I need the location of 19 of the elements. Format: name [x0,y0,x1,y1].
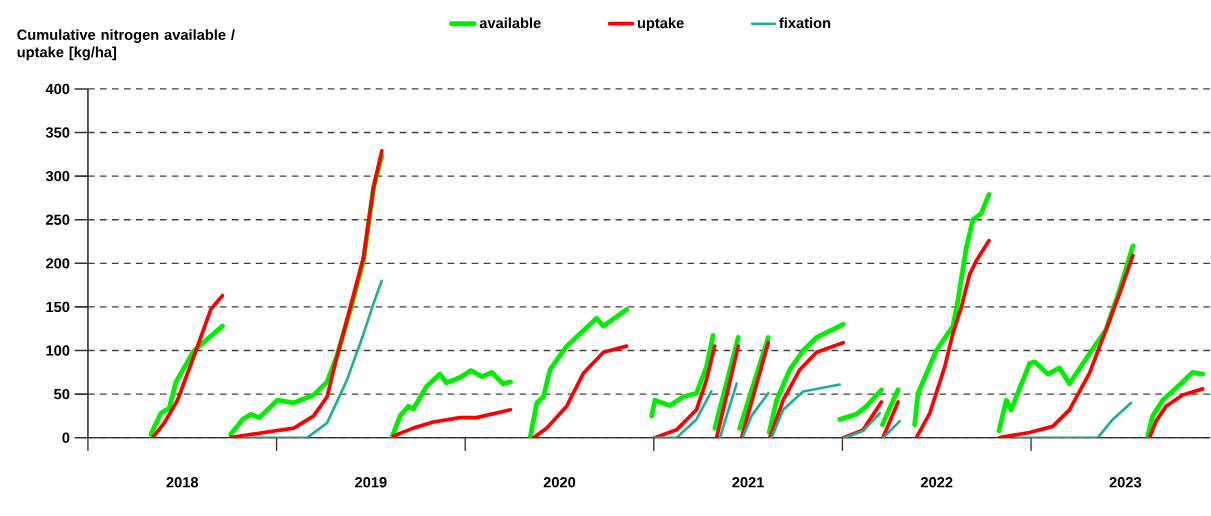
y-tick-label: 50 [54,389,70,400]
y-tick-label: 350 [45,127,70,138]
legend-label: fixation [779,17,831,29]
x-tick-label: 2018 [166,477,199,488]
x-tick-label: 2023 [1109,477,1142,488]
y-tick-label: 250 [45,214,70,226]
x-tick-label: 2021 [732,477,764,488]
x-tick-label: 2020 [543,477,576,488]
x-tick-label: 2019 [355,477,387,488]
y-tick-label: 300 [45,171,70,182]
y-axis-title: Cumulative nitrogen available / uptake [kg/ha] [17,29,235,61]
y-tick-label: 400 [45,83,70,95]
legend-label: available [479,17,541,29]
y-tick-label: 200 [45,258,70,269]
y-tick-label: 150 [46,301,70,313]
y-tick-label: 100 [46,345,70,356]
y-tick-label: 0 [62,432,70,444]
x-tick-label: 2022 [920,477,953,488]
legend-label: uptake [637,17,684,32]
